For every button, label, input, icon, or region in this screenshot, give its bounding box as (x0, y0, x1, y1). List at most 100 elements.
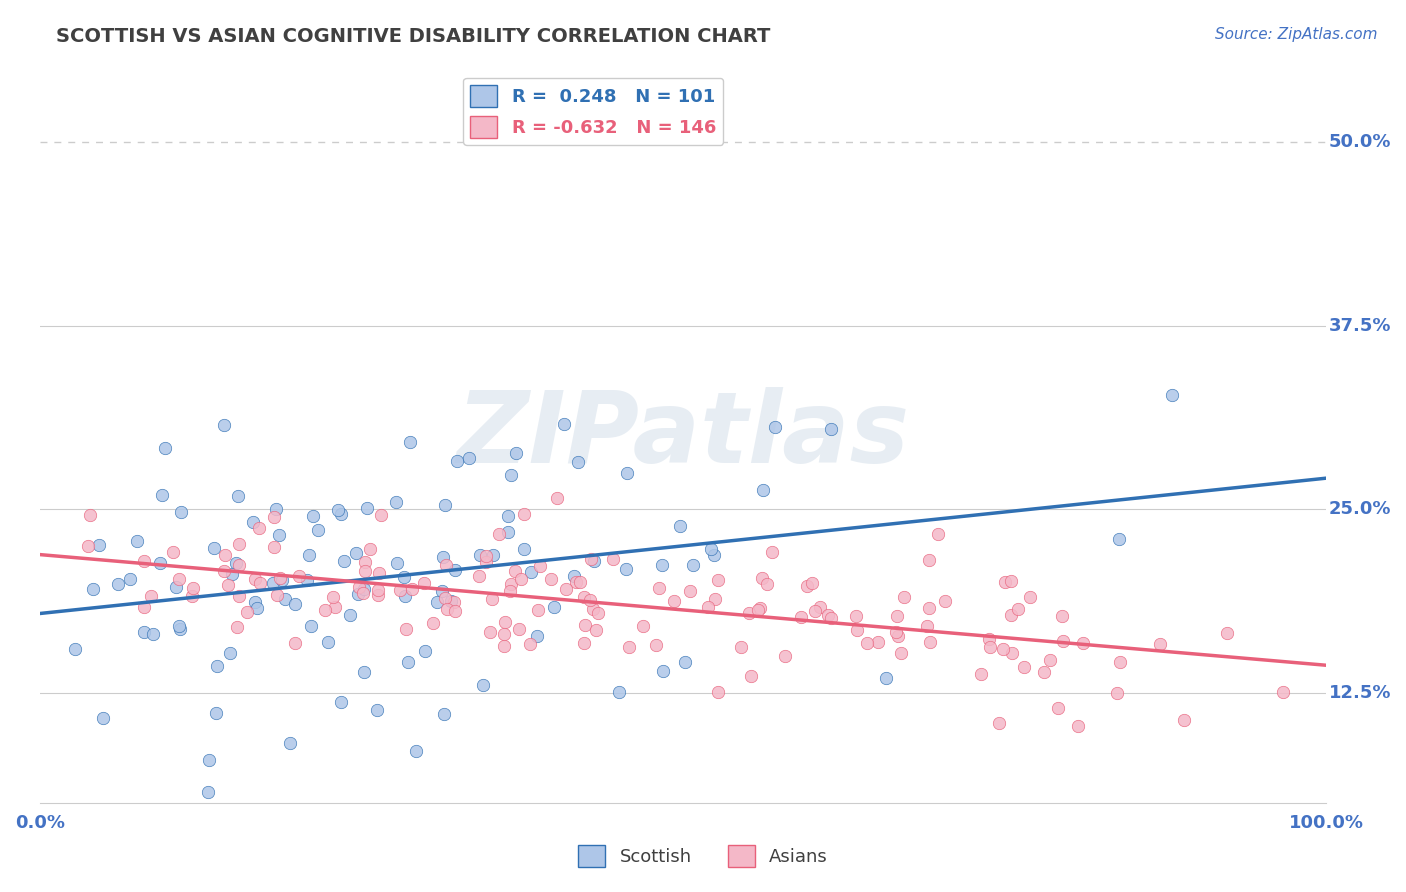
Point (567, 455, 589, 469)
Point (353, 564, 375, 578)
Point (347, 587, 370, 601)
Point (385, 495, 408, 509)
Point (969, 666, 991, 681)
Point (579, 593, 602, 607)
Point (572, 636, 595, 650)
Point (602, 551, 624, 566)
Point (553, 417, 575, 432)
Point (165, 580, 187, 594)
Point (471, 678, 494, 692)
Point (298, 548, 321, 562)
Point (167, 572, 190, 586)
Point (529, 558, 551, 573)
Point (353, 582, 375, 596)
Point (162, 545, 184, 559)
Point (1000, 646, 1022, 660)
Point (763, 419, 786, 434)
Point (543, 599, 565, 614)
Point (496, 525, 519, 540)
Point (991, 642, 1014, 657)
Point (399, 435, 422, 450)
Point (134, 624, 156, 639)
Point (586, 606, 609, 620)
Point (436, 558, 458, 572)
Point (918, 600, 941, 615)
Point (396, 655, 419, 669)
Point (540, 572, 562, 586)
Point (307, 523, 329, 537)
Point (433, 591, 456, 605)
Point (228, 536, 250, 550)
Point (755, 576, 778, 591)
Point (979, 640, 1001, 654)
Point (574, 591, 596, 605)
Point (347, 580, 370, 594)
Text: 37.5%: 37.5% (1329, 317, 1392, 334)
Point (796, 579, 818, 593)
Point (228, 558, 250, 572)
Point (367, 566, 389, 580)
Text: 12.5%: 12.5% (1329, 684, 1392, 702)
Point (499, 583, 522, 598)
Point (527, 603, 550, 617)
Point (1039, 653, 1062, 667)
Point (118, 572, 141, 586)
Point (395, 622, 418, 636)
Point (430, 583, 453, 598)
Point (329, 695, 352, 709)
Point (269, 528, 291, 542)
Point (91, 711, 114, 725)
Point (212, 417, 235, 432)
Point (1033, 665, 1056, 679)
Point (682, 558, 704, 572)
Point (142, 627, 165, 641)
Point (585, 623, 607, 637)
Point (284, 597, 307, 611)
Point (508, 623, 530, 637)
Point (1067, 719, 1090, 733)
Point (494, 615, 516, 630)
Point (288, 569, 311, 583)
Point (354, 555, 377, 569)
Point (394, 589, 416, 603)
Point (225, 556, 247, 570)
Point (226, 489, 249, 503)
Point (323, 599, 346, 614)
Point (82, 582, 104, 596)
Point (139, 590, 162, 604)
Point (132, 599, 155, 614)
Point (679, 584, 702, 599)
Point (332, 554, 354, 568)
Point (747, 603, 769, 617)
Point (751, 572, 773, 586)
Point (198, 753, 221, 767)
Point (330, 507, 353, 521)
Point (1107, 686, 1129, 700)
Point (302, 509, 325, 524)
Point (499, 576, 522, 591)
Point (846, 624, 869, 638)
Point (263, 576, 285, 591)
Point (339, 608, 361, 623)
Point (1109, 655, 1132, 669)
Point (478, 625, 501, 640)
Point (264, 502, 287, 516)
Point (568, 574, 591, 589)
Point (917, 553, 939, 567)
Point (367, 589, 389, 603)
Point (422, 615, 444, 630)
Point (228, 589, 250, 603)
Point (370, 508, 392, 522)
Point (266, 588, 288, 602)
Point (79, 508, 101, 522)
Point (631, 619, 654, 633)
Point (269, 570, 291, 584)
Point (1052, 634, 1074, 648)
Point (412, 576, 434, 591)
Point (134, 554, 156, 568)
Point (271, 573, 294, 587)
Point (221, 567, 243, 582)
Point (730, 640, 752, 654)
Point (205, 658, 228, 673)
Point (444, 563, 467, 577)
